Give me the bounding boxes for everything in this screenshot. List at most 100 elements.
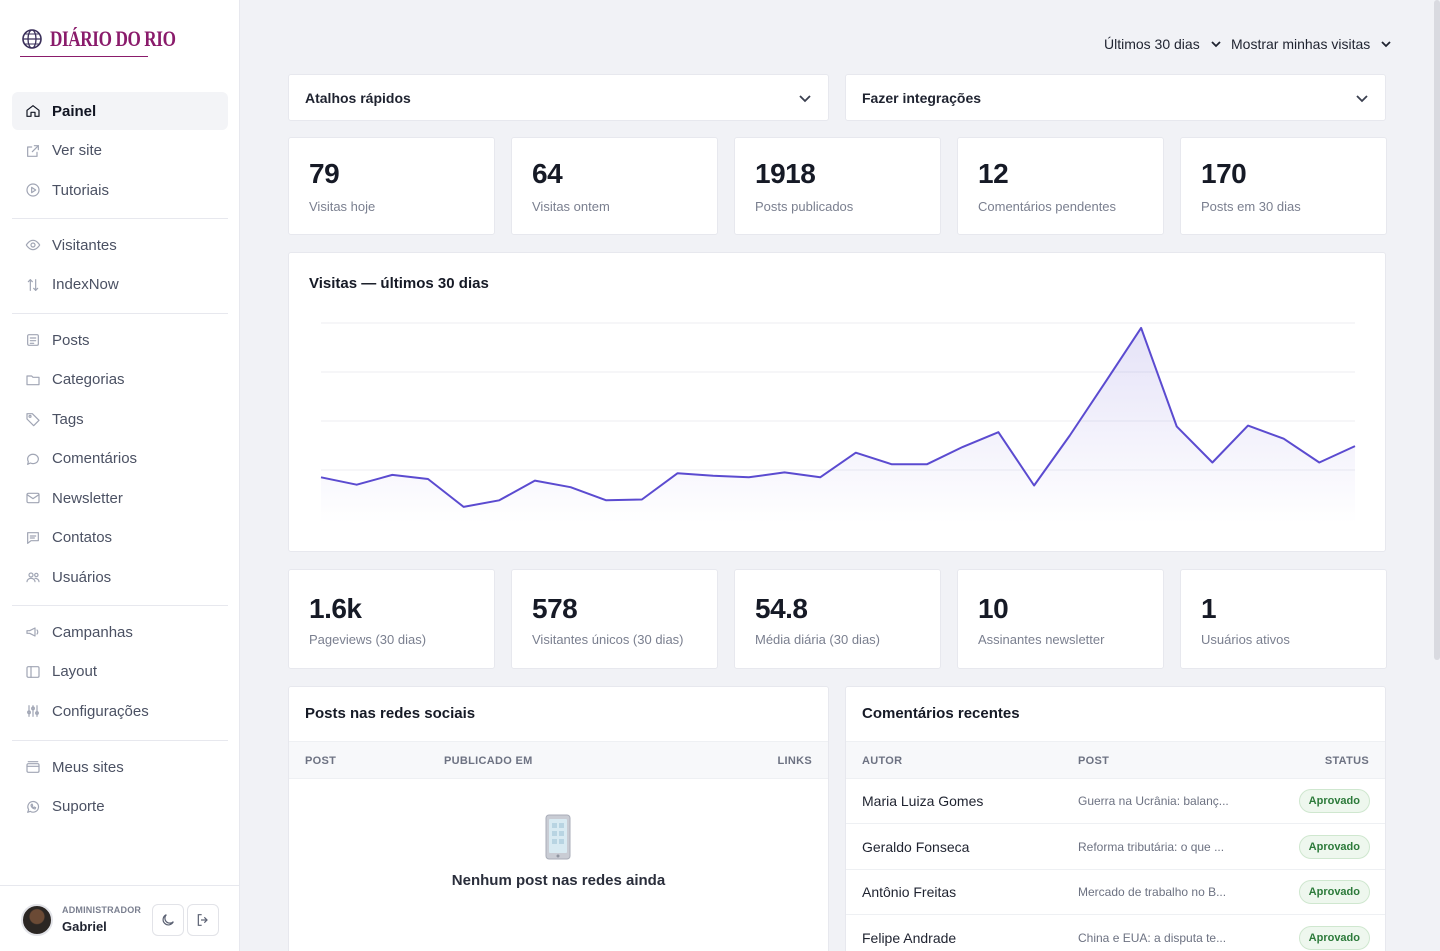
table-row[interactable]: Felipe Andrade China e EUA: a disputa te.… (846, 916, 1385, 951)
chart-point[interactable] (636, 493, 648, 505)
stat-label: Visitas hoje (309, 199, 376, 214)
comment-author: Felipe Andrade (862, 929, 957, 946)
chart-point[interactable] (1242, 420, 1254, 432)
chart-point[interactable] (743, 471, 755, 483)
chart-point[interactable] (1278, 433, 1290, 445)
chart-point[interactable] (1028, 480, 1040, 492)
chart-point[interactable] (1135, 322, 1147, 334)
recent-comments-header: AUTOR POST STATUS (846, 741, 1385, 779)
visits-filter-label: Mostrar minhas visitas (1231, 36, 1371, 52)
chart-point[interactable] (707, 470, 719, 482)
shortcuts-accordion[interactable]: Atalhos rápidos (288, 74, 829, 121)
sidebar-item-indexnow[interactable]: IndexNow (12, 266, 228, 304)
stat-value: 1.6k (309, 593, 362, 624)
logout-button[interactable] (187, 904, 219, 936)
sidebar-item-posts[interactable]: Posts (12, 321, 228, 359)
page-scrollbar[interactable] (1434, 0, 1440, 660)
logout-icon (197, 914, 208, 926)
sidebar-item-contatos[interactable]: Contatos (12, 519, 228, 557)
period-filter-label: Últimos 30 dias (1104, 36, 1200, 52)
whatsapp-icon (24, 798, 42, 816)
comment-post[interactable]: Reforma tributária: o que ... (1078, 839, 1225, 854)
social-posts-empty: Nenhum post nas redes ainda (451, 872, 666, 889)
comment-post[interactable]: Mercado de trabalho no B... (1078, 885, 1227, 899)
stat-value: 79 (309, 158, 340, 189)
nav-group: Campanhas Layout Configurações (12, 613, 228, 732)
column-author: AUTOR (862, 755, 903, 767)
stat-card: 64 Visitas ontem (511, 137, 718, 235)
chart-point[interactable] (992, 426, 1004, 438)
sidebar-item-comentarios[interactable]: Comentários (12, 440, 228, 478)
chart-point[interactable] (315, 471, 327, 483)
sidebar-item-tags[interactable]: Tags (12, 400, 228, 438)
chart-point[interactable] (529, 475, 541, 487)
chart-point[interactable] (850, 447, 862, 459)
chart-point[interactable] (957, 441, 969, 453)
integrations-accordion[interactable]: Fazer integrações (845, 74, 1386, 121)
stat-value: 578 (532, 593, 578, 624)
column-links: LINKS (777, 755, 812, 767)
stat-value: 170 (1201, 158, 1247, 189)
chart-point[interactable] (1064, 429, 1076, 441)
sidebar-item-visitantes[interactable]: Visitantes (12, 226, 228, 264)
status-badge: Aprovado (1298, 880, 1370, 904)
sidebar-item-meus-sites[interactable]: Meus sites (12, 748, 228, 786)
sidebar-item-configuracoes[interactable]: Configurações (12, 692, 228, 730)
sidebar-item-label: IndexNow (52, 276, 119, 293)
theme-toggle-button[interactable] (152, 904, 184, 936)
megaphone-icon (24, 623, 42, 641)
comment-post[interactable]: China e EUA: a disputa te... (1078, 930, 1227, 945)
sidebar-item-label: Painel (52, 102, 97, 120)
sidebar-item-suporte[interactable]: Suporte (12, 788, 228, 826)
chart-point[interactable] (1313, 457, 1325, 469)
table-row[interactable]: Geraldo Fonseca Reforma tributária: o que… (846, 825, 1385, 870)
sidebar-item-tutoriais[interactable]: Tutoriais (12, 171, 228, 209)
chart-point[interactable] (493, 494, 505, 506)
comment-author: Geraldo Fonseca (862, 838, 970, 855)
table-row[interactable]: Antônio Freitas Mercado de trabalho no B.… (846, 870, 1385, 915)
stat-card: 54.8 Média diária (30 dias) (734, 569, 941, 669)
chart-point[interactable] (600, 494, 612, 506)
comment-post[interactable]: Guerra na Ucrânia: balanç... (1078, 794, 1229, 808)
chart-point[interactable] (1206, 457, 1218, 469)
sidebar-item-layout[interactable]: Layout (12, 653, 228, 691)
period-filter[interactable]: Últimos 30 dias (1104, 34, 1222, 54)
sidebar-item-categorias[interactable]: Categorias (12, 361, 228, 399)
visits-filter[interactable]: Mostrar minhas visitas (1231, 34, 1392, 54)
sidebar-item-painel[interactable]: Painel (12, 92, 228, 130)
table-row[interactable]: Maria Luiza Gomes Guerra na Ucrânia: bala… (846, 779, 1385, 824)
brand-logo[interactable]: DIÁRIO DO RIO (20, 26, 211, 57)
chart-point[interactable] (422, 473, 434, 485)
stat-value: 1 (1201, 593, 1217, 624)
stat-label: Usuários ativos (1201, 632, 1290, 647)
column-post: POST (305, 755, 337, 767)
sidebar-item-newsletter[interactable]: Newsletter (12, 479, 228, 517)
brand-underline (20, 56, 148, 57)
status-badge: Aprovado (1298, 925, 1370, 950)
comment-author: Antônio Freitas (862, 884, 957, 900)
chart-point[interactable] (386, 469, 398, 481)
sidebar-item-label: Ver site (52, 142, 103, 159)
stat-value: 54.8 (755, 593, 808, 624)
sidebar-item-campanhas[interactable]: Campanhas (12, 613, 228, 651)
chart-point[interactable] (565, 481, 577, 493)
chart-point[interactable] (1349, 440, 1361, 452)
avatar[interactable] (21, 904, 53, 936)
sidebar-item-label: Comentários (52, 450, 138, 467)
play-circle-icon (24, 181, 42, 199)
sidebar-item-usuarios[interactable]: Usuários (12, 558, 228, 596)
sidebar-item-ver-site[interactable]: Ver site (12, 132, 228, 170)
chart-point[interactable] (885, 458, 897, 470)
chart-point[interactable] (351, 479, 363, 491)
chart-point[interactable] (672, 467, 684, 479)
chart-point[interactable] (814, 471, 826, 483)
chart-point[interactable] (779, 466, 791, 478)
stat-card: 1918 Posts publicados (734, 137, 941, 235)
social-posts-panel: Posts nas redes sociais POST PUBLICADO E… (288, 686, 829, 951)
sidebar-divider (12, 605, 228, 606)
stat-value: 10 (978, 593, 1009, 624)
chart-point[interactable] (1171, 420, 1183, 432)
chart-point[interactable] (921, 458, 933, 470)
chart-point[interactable] (458, 501, 470, 513)
chart-point[interactable] (1099, 376, 1111, 388)
